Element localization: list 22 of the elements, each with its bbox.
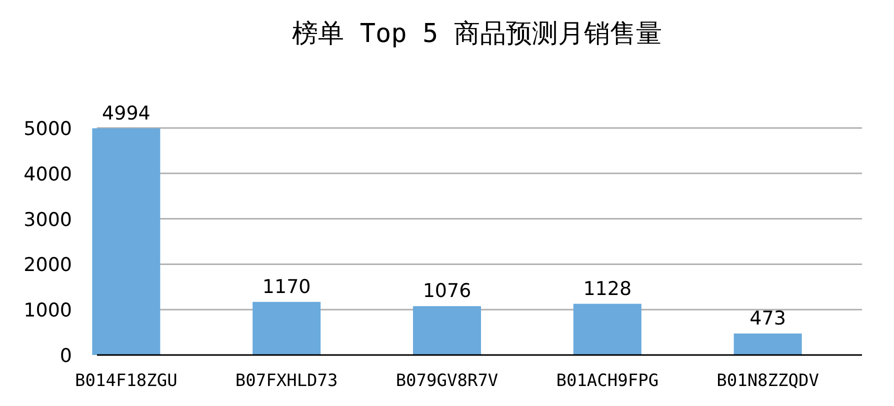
x-tick-label: B079GV8R7V bbox=[396, 371, 498, 391]
x-tick-label: B014F18ZGU bbox=[75, 371, 178, 391]
chart-title: 榜单 Top 5 商品预测月销售量 bbox=[292, 19, 662, 49]
data-label: 1128 bbox=[583, 278, 632, 300]
y-tick-label: 3000 bbox=[24, 208, 72, 231]
bar bbox=[92, 128, 160, 355]
bar bbox=[413, 306, 481, 355]
bar bbox=[252, 302, 321, 355]
y-tick-label: 0 bbox=[60, 345, 72, 367]
bar bbox=[573, 304, 642, 355]
y-tick-label: 5000 bbox=[24, 118, 72, 140]
bar bbox=[734, 334, 802, 355]
x-tick-label: B01N8ZZQDV bbox=[716, 371, 819, 391]
y-tick-label: 4000 bbox=[24, 163, 72, 186]
data-label: 473 bbox=[750, 308, 786, 330]
y-tick-label: 2000 bbox=[24, 254, 72, 276]
data-label: 1170 bbox=[262, 276, 311, 298]
x-tick-label: B01ACH9FPG bbox=[556, 371, 659, 391]
data-label: 4994 bbox=[102, 102, 150, 124]
x-tick-label: B07FXHLD73 bbox=[235, 371, 338, 391]
data-label: 1076 bbox=[422, 280, 472, 302]
y-tick-label: 1000 bbox=[24, 300, 72, 322]
